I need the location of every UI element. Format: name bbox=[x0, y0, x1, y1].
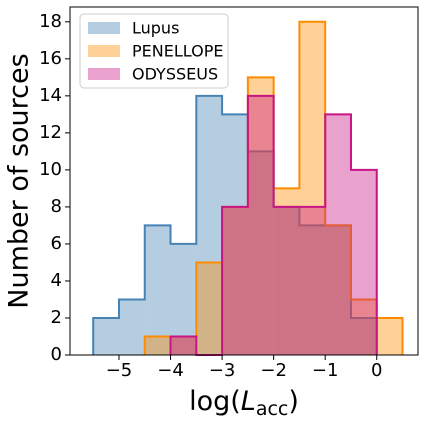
histogram-bar bbox=[170, 336, 197, 355]
histogram-bar bbox=[350, 169, 377, 355]
y-tick-label: 16 bbox=[39, 48, 62, 69]
histogram-bar bbox=[376, 317, 403, 355]
y-tick-label: 10 bbox=[39, 159, 62, 180]
histogram-bar bbox=[222, 206, 248, 355]
histogram-bar bbox=[144, 225, 171, 355]
histogram-bar bbox=[118, 299, 145, 355]
histogram-bar bbox=[273, 206, 300, 355]
plot-frame bbox=[69, 6, 419, 356]
histogram-bar bbox=[170, 336, 197, 355]
x-axis-label: log(Lacc) bbox=[189, 386, 299, 420]
x-axis-label-part: acc bbox=[256, 398, 289, 420]
y-tick-label: 6 bbox=[51, 233, 62, 254]
y-axis-label: Number of sources bbox=[4, 53, 35, 308]
histogram-bar bbox=[93, 317, 119, 355]
y-tick-label: 4 bbox=[51, 270, 62, 291]
y-tick-label: 14 bbox=[39, 85, 62, 106]
histogram-bar bbox=[350, 317, 377, 355]
x-tick-label: −1 bbox=[312, 360, 339, 381]
histogram-bar bbox=[144, 336, 171, 355]
histogram-bar bbox=[299, 225, 326, 355]
histogram-bar bbox=[325, 225, 351, 355]
histogram-bar bbox=[299, 21, 326, 356]
histogram-bar bbox=[350, 299, 377, 355]
x-axis-label-part: L bbox=[241, 386, 256, 417]
legend-label: PENELLOPE bbox=[132, 42, 223, 61]
histogram-bar bbox=[273, 188, 300, 355]
histogram-bar bbox=[325, 225, 351, 355]
x-tick-label: −5 bbox=[106, 360, 133, 381]
x-axis-label-part: log( bbox=[189, 386, 241, 417]
histogram-bar bbox=[222, 206, 248, 355]
y-tick-label: 18 bbox=[39, 11, 62, 32]
y-tick-label: 2 bbox=[51, 307, 62, 328]
histogram-bar bbox=[325, 114, 351, 356]
y-tick-label: 12 bbox=[39, 122, 62, 143]
histogram-bar bbox=[247, 151, 274, 355]
x-tick-label: −2 bbox=[260, 360, 287, 381]
x-axis-label-part: ) bbox=[288, 386, 299, 417]
legend-label: Lupus bbox=[132, 19, 179, 38]
legend-swatch bbox=[88, 45, 120, 57]
x-tick-label: −4 bbox=[157, 360, 184, 381]
step-outline bbox=[169, 94, 378, 356]
y-tick-label: 0 bbox=[51, 344, 62, 365]
legend-swatch bbox=[88, 68, 120, 80]
legend-label: ODYSSEUS bbox=[132, 65, 218, 84]
histogram-bar bbox=[196, 95, 223, 355]
histogram-bar bbox=[196, 262, 223, 355]
legend-box bbox=[79, 13, 229, 89]
x-tick-label: 0 bbox=[371, 360, 382, 381]
histogram-bar bbox=[299, 206, 326, 355]
histogram-bar bbox=[273, 206, 300, 355]
x-tick-label: −3 bbox=[209, 360, 236, 381]
y-tick-label: 8 bbox=[51, 196, 62, 217]
histogram-bar bbox=[247, 95, 274, 355]
legend-swatch bbox=[88, 22, 120, 34]
histogram-bar bbox=[222, 114, 248, 356]
histogram-bar bbox=[247, 77, 274, 355]
